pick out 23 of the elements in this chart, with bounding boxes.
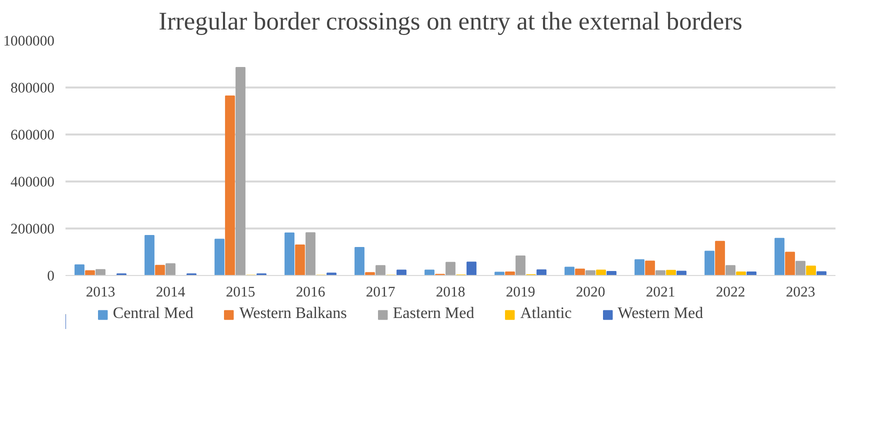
x-tick-label: 2023 [786,284,816,300]
y-tick-label: 800000 [10,80,54,96]
x-tick-label: 2018 [436,284,466,300]
y-tick-label: 400000 [10,174,54,190]
chart-title: Irregular border crossings on entry at the external borders [158,8,742,36]
legend-label: Western Balkans [239,305,347,323]
x-tick-label: 2020 [576,284,606,300]
legend-label: Western Med [618,305,704,323]
x-tick-label: 2015 [226,284,256,300]
x-tick-label: 2017 [366,284,396,300]
legend-label: Central Med [112,305,194,323]
y-tick-label: 600000 [10,128,54,144]
legend-label: Eastern Med [392,305,474,323]
legend-label: Atlantic [520,305,572,323]
y-tick-label: 200000 [10,222,54,238]
y-tick-label: 1000000 [3,34,54,50]
x-tick-label: 2014 [156,284,186,300]
x-tick-label: 2013 [86,284,116,300]
y-tick-label: 0 [47,268,54,284]
x-tick-label: 2022 [716,284,746,300]
x-tick-label: 2021 [646,284,676,300]
x-tick-label: 2016 [296,284,326,300]
x-tick-label: 2019 [506,284,536,300]
